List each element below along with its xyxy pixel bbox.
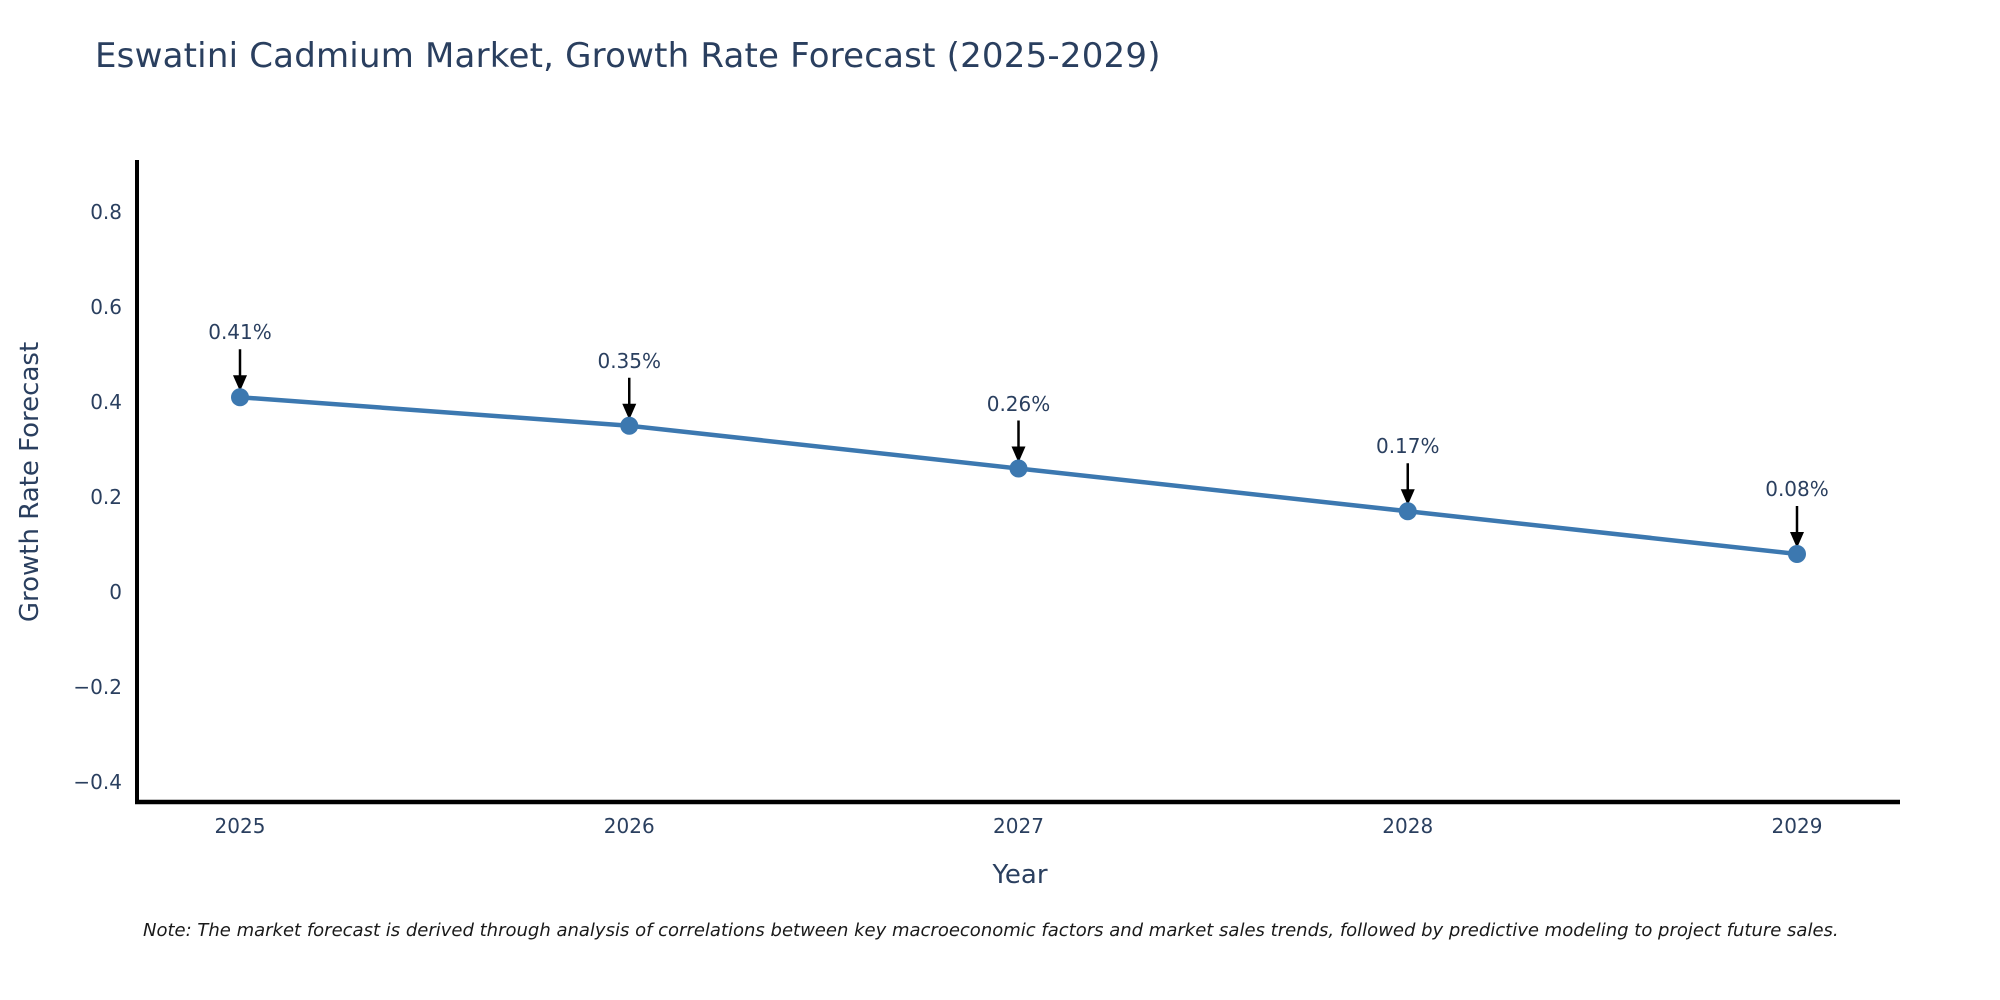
point-annotation: 0.17% (1375, 434, 1440, 459)
y-tick-label: 0.2 (90, 485, 122, 509)
point-annotation: 0.35% (597, 348, 662, 373)
x-tick-label: 2029 (1771, 814, 1823, 838)
annotation-arrowhead (233, 375, 247, 392)
y-tick-label: 0 (109, 580, 122, 604)
data-point-marker (231, 388, 249, 407)
data-point-marker (1788, 545, 1806, 563)
point-annotation: 0.41% (208, 320, 272, 345)
chart-title: Eswatini Cadmium Market, Growth Rate For… (95, 36, 1161, 76)
data-point-marker (1009, 459, 1028, 478)
annotation-arrowhead (622, 403, 637, 420)
x-tick-label: 2026 (603, 814, 655, 838)
y-axis-title: Growth Rate Forecast (15, 341, 45, 623)
point-annotation: 0.08% (1765, 477, 1829, 501)
point-annotation: 0.26% (986, 391, 1051, 416)
annotation-arrowhead (1011, 446, 1026, 463)
y-tick-label: −0.2 (73, 675, 122, 699)
y-tick-label: −0.4 (73, 770, 122, 794)
y-tick-label: 0.8 (90, 200, 122, 224)
data-point-marker (1398, 502, 1417, 521)
x-axis-title: Year (992, 860, 1048, 890)
y-tick-label: 0.4 (90, 390, 122, 414)
annotation-arrowhead (1400, 489, 1415, 506)
x-tick-label: 2028 (1382, 814, 1434, 838)
footnote: Note: The market forecast is derived thr… (143, 920, 1839, 941)
annotation-arrowhead (1790, 532, 1804, 548)
x-tick-label: 2025 (214, 814, 266, 838)
x-tick-label: 2027 (993, 814, 1044, 838)
data-point-marker (620, 416, 639, 435)
y-tick-label: 0.6 (90, 295, 122, 319)
